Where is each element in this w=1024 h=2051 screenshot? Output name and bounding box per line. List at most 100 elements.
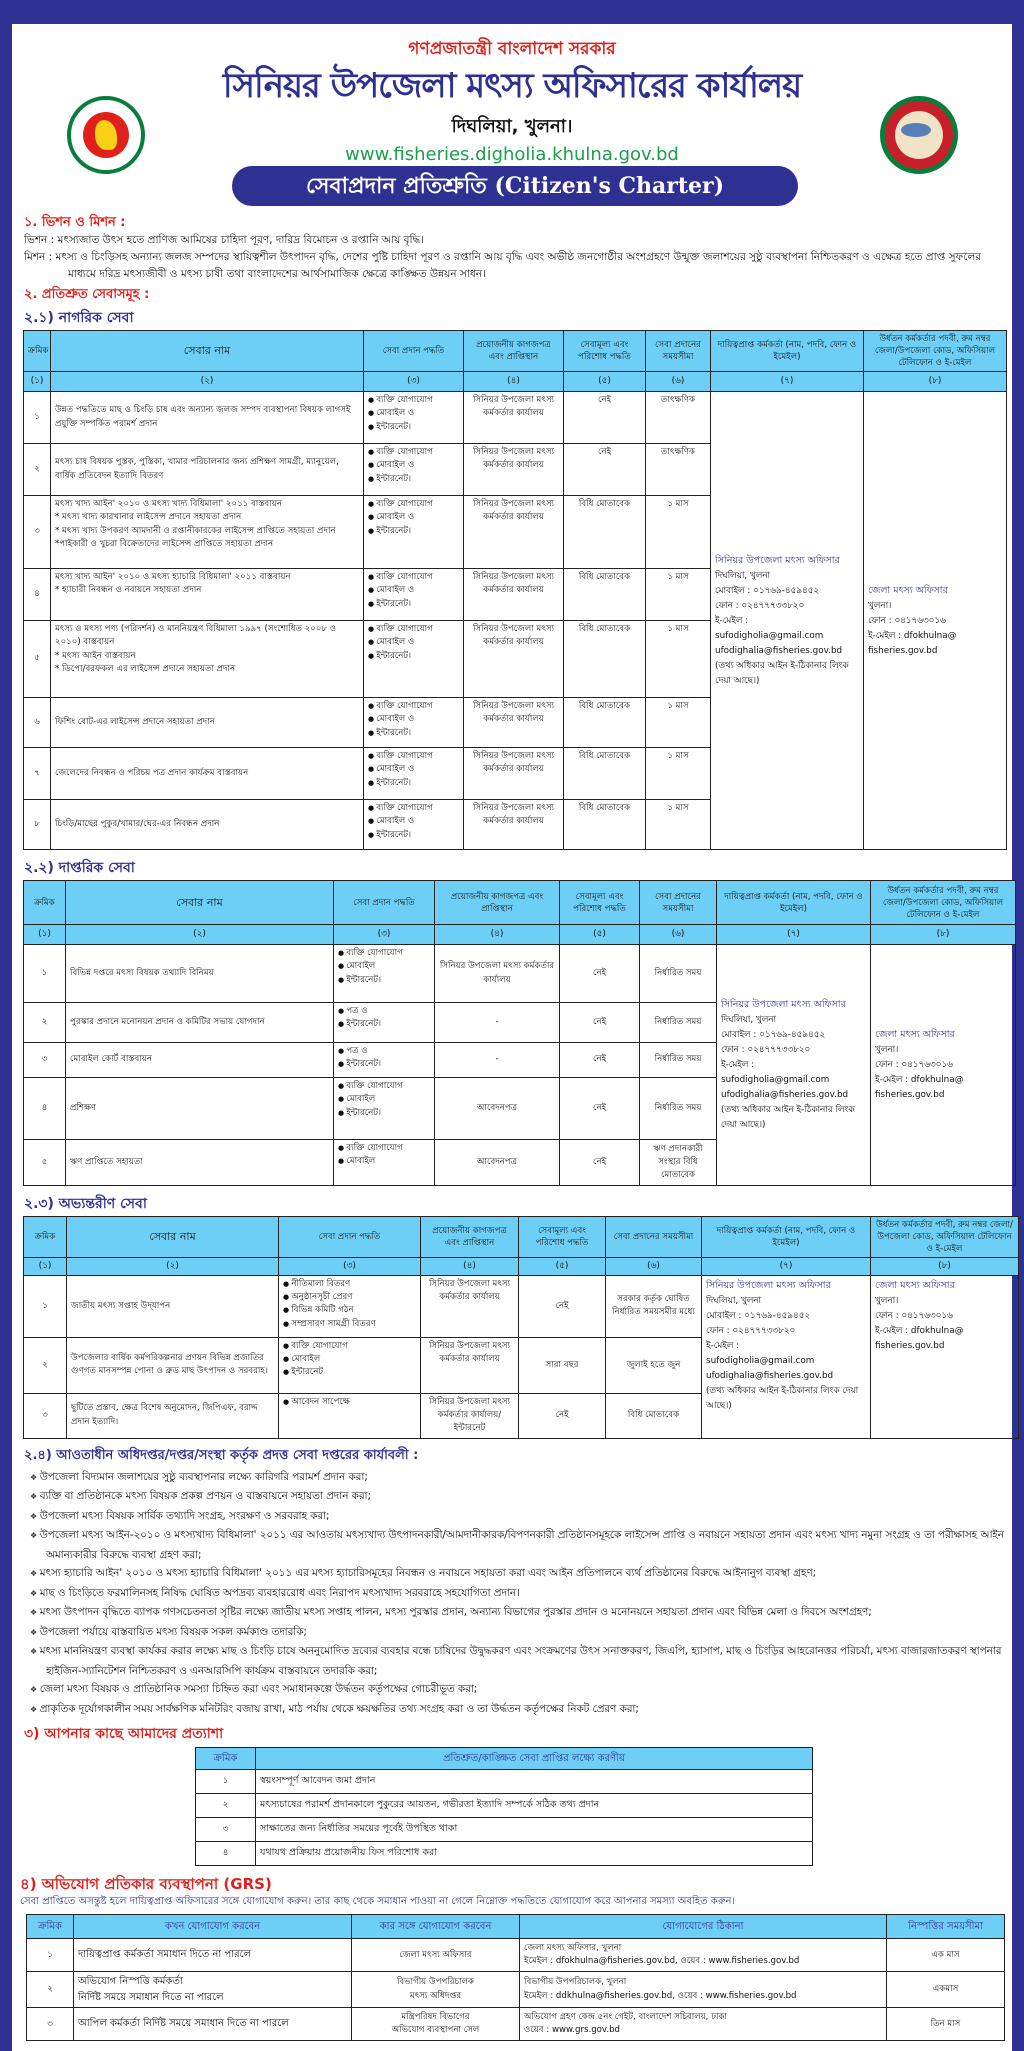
service-method-cell: নীতিমালা বিতরণঅনুষ্ঠানসূচী প্রেরণবিভিন্ন… — [278, 1274, 421, 1338]
row-number: ৪ — [195, 1841, 256, 1867]
column-header: নিস্পত্তির সময়সীমা — [886, 1914, 1005, 1940]
column-header: উর্ধতন কর্মকর্তার পদবী, রুম নম্বর জেলা/উ… — [863, 329, 1007, 373]
row-number: ১ — [23, 1274, 67, 1338]
expectation-text: স্বয়ংসম্পূর্ণ আবেদন জমা প্রদান — [255, 1769, 813, 1795]
service-method-cell: ব্যক্তি যোগাযোগমোবাইলইন্টারনেট — [278, 1336, 421, 1394]
service-name-cell: বিভিন্ন দপ্তরে মৎস্য বিষয়ক তথ্যাদি বিনি… — [65, 944, 334, 1004]
superior-contact-line: ফোন : ০৪১৭৬৩০১৬ — [875, 1310, 953, 1321]
whom-cell: মন্ত্রিপরিষদ বিভাগের অভিযোগ ব্যবস্থাপনা স… — [351, 2007, 520, 2042]
superior-officer-cell: জেলা মৎস্য অফিসার খুলনা। ফোন : ০৪১৭৬৩০১৬ ই-… — [863, 391, 1007, 851]
time-limit-cell: ঋণ প্রদানকারী সংস্থার বিধি মোতাবেক — [639, 1139, 717, 1187]
method-bullet: মোবাইল ও — [368, 815, 459, 828]
column-header: সেবা প্রদানের সময়সীমা — [645, 329, 711, 373]
fee-cell: নেই — [518, 1392, 606, 1439]
expectation-text: যথাযথ প্রক্রিয়ায় প্রয়োজনীয় ফিস পরিশো… — [255, 1841, 813, 1867]
whom-line: মন্ত্রিপরিষদ বিভাগের — [401, 2011, 470, 2022]
service-name-line: * ডিপো/বরফকল এর লাইসেন্স প্রদানে সহায়তা… — [55, 664, 236, 675]
officer-title: সিনিয়র উপজেলা মৎস্য অফিসার — [721, 999, 846, 1011]
column-number: (৭) — [716, 924, 871, 946]
function-item: উপজেলা পর্যায়ে বাস্তবায়িত মৎস্য বিষয়ক… — [30, 1623, 1005, 1643]
service-name-cell: মৎস্য খাদ্য আইন' ২০১০ ও মৎস্য হ্যাচারি ব… — [50, 568, 364, 622]
superior-contact-line: fisheries.gov.bd — [875, 1340, 945, 1351]
fee-cell: নেই — [559, 1002, 640, 1044]
row-number: ৪ — [23, 1077, 66, 1141]
documents-cell: সিনিয়র উপজেলা মৎস্য কর্মকর্তার কার্যালয… — [463, 747, 564, 801]
function-item: প্রাকৃতিক দূর্যোগকালীন সময় সার্বক্ষণিক … — [30, 1700, 1005, 1720]
documents-cell: সিনিয়র উপজেলা মৎস্য কর্মকর্তার কার্যালয… — [463, 495, 564, 570]
service-method-cell: আবেদন সাপেক্ষে — [278, 1392, 421, 1439]
time-limit-cell: নির্ধারিত সময় — [639, 1002, 717, 1044]
website-link[interactable]: www.fisheries.digholia.khulna.gov.bd — [345, 144, 679, 165]
service-name-cell: মোবাইল কোর্ট বাস্তবায়ন — [65, 1042, 334, 1079]
fee-cell: নেই — [559, 1077, 640, 1141]
department-of-fisheries-logo — [880, 96, 958, 174]
column-header: সেবার নাম — [66, 1216, 279, 1259]
officer-contact-line: দিঘলিয়া, খুলনা — [715, 570, 771, 581]
officer-contact-line: (তথ্য অধিকার আইন ই-ঠিকানার লিংক দেয়া আছ… — [721, 1105, 855, 1131]
method-bullet: পত্র ও — [338, 1005, 430, 1018]
time-limit-cell: বিধি মোতাবেক — [605, 1392, 702, 1439]
service-name-line: * মৎস্য খাদ্য উপকরণ আমদানী ও রপ্তানীকারক… — [55, 525, 336, 536]
service-table: ক্রমিক সেবার নাম সেবা প্রদান পদ্ধতি প্রয়োজ… — [23, 880, 1016, 1187]
service-method-cell: ব্যক্তি যোগাযোগমোবাইলইন্টারনেট। — [333, 944, 435, 1004]
method-bullet: মোবাইল ও — [368, 511, 459, 524]
fee-cell: বিধি মোতাবেক — [563, 568, 646, 622]
service-name-line: ছুটিতে প্রস্তাব, ক্ষেত্র বিশেষ অনুমোদন, … — [71, 1403, 258, 1427]
row-number: ৮ — [23, 799, 51, 851]
table-row: ১ স্বয়ংসম্পূর্ণ আবেদন জমা প্রদান — [195, 1769, 813, 1795]
function-item: জেলা মৎস্য বিষয়ক ও প্রাতিষ্ঠানিক সমস্যা… — [30, 1680, 1005, 1700]
documents-cell: সিনিয়র উপজেলা মৎস্য কর্মকর্তার কার্যালয… — [463, 568, 564, 622]
method-bullet: ইন্টারনেট। — [368, 777, 459, 790]
method-bullet: ব্যক্তি যোগাযোগ — [368, 394, 459, 407]
fee-cell: নেই — [563, 391, 646, 445]
whom-line: বিভাগীয় উপপরিচালক — [396, 1977, 475, 1988]
row-number: ৩ — [195, 1817, 256, 1843]
fee-cell: নেই — [563, 443, 646, 497]
column-number: (৪) — [434, 924, 560, 946]
officer-contact-line: (তথ্য অধিকার আইন ই-ঠিকানার লিংক দেয়া আছ… — [715, 660, 849, 686]
service-method-cell: ব্যক্তি যোগাযোগমোবাইলইন্টারনেট। — [333, 1077, 435, 1141]
address-line: ইমেইল : ddkhulna@fisheries.gov.bd, ওয়েব… — [524, 1990, 797, 2001]
table-row: ১ বিভিন্ন দপ্তরে মৎস্য বিষয়ক তথ্যাদি বিন… — [23, 944, 1016, 1187]
row-number: ৫ — [23, 620, 51, 699]
column-header: দায়িত্বপ্রাপ্ত কর্মকর্তা (নাম, পদবি, ফো… — [716, 880, 871, 926]
column-number: (৬) — [645, 371, 711, 393]
time-limit-cell: তাৎক্ষণিক — [645, 391, 711, 445]
time-limit-cell: নির্ধারিত সময় — [639, 1077, 717, 1141]
method-bullet: সম্প্রসারণ সামগ্রী বিতরণ — [283, 1318, 416, 1331]
service-name-line: মৎস্য খাদ্য আইন' ২০১০ ও মৎস্য হ্যাচারি ব… — [55, 572, 291, 583]
method-bullet: মোবাইল ও — [368, 584, 459, 597]
officer-contact-line: মোবাইল : ০১৭৬৯-৪৫৯৪৫২ — [715, 585, 820, 596]
time-limit-cell: ১ মাস — [645, 620, 711, 699]
resolution-time-cell: একমাস — [886, 1971, 1005, 2009]
column-header: প্রয়োজনীয় কাগজপত্র এবং প্রাপ্তিস্থান — [463, 329, 564, 373]
service-name-cell: মৎস্য চাষ বিষয়ক পুস্তক, পুস্তিকা, খামার… — [50, 443, 364, 497]
service-table: ক্রমিক সেবার নাম সেবা প্রদান পদ্ধতি প্রয়োজ… — [23, 329, 1007, 851]
method-bullet: ইন্টারনেট। — [368, 829, 459, 842]
superior-contact-line: ফোন : ০৪১৭৬৩০১৬ — [875, 1060, 953, 1071]
column-number: (৪) — [463, 371, 564, 393]
row-number: ১ — [23, 391, 51, 445]
superior-contact-line: খুলনা। — [875, 1295, 899, 1306]
column-header: সেবা প্রদান পদ্ধতি — [333, 880, 435, 926]
service-method-cell: ব্যক্তি যোগাযোগমোবাইল — [333, 1139, 435, 1187]
column-header: যোগাযোগের ঠিকানা — [519, 1914, 887, 1940]
documents-cell: সিনিয়র উপজেলা মৎস্য কর্মকর্তার কার্যালয… — [420, 1336, 519, 1394]
column-number: (৮) — [863, 371, 1007, 393]
when-cell: দায়িত্বপ্রাপ্ত কর্মকর্তা সমাধান দিতে না… — [73, 1938, 352, 1973]
table-row: ৩ মোবাইল কোর্ট বাস্তবায়ন পত্র ওইন্টারনেট।… — [23, 1042, 1016, 1079]
service-name-line: মৎস্য খাদ্য আইন' ২০১০ ও মৎস্য খাদ্য বিধি… — [55, 499, 282, 510]
officer-contact-line: sufodigholia@gmail.com — [721, 1075, 830, 1086]
officer-contact-line: (তথ্য অধিকার আইন ই-ঠিকানার লিংক দেয়া আছ… — [706, 1385, 859, 1411]
method-bullet: ব্যক্তি যোগাযোগ — [338, 947, 430, 960]
fee-cell: নেই — [518, 1274, 606, 1338]
method-bullet: ইন্টারনেট। — [368, 525, 459, 538]
superior-contact-line: ই-মেইল : dfokhulna@ — [875, 1325, 964, 1336]
section-expectations-heading: ৩) আপনার কাছে আমাদের প্রত্যাশা — [24, 1726, 224, 1743]
superior-contact-line: খুলনা। — [868, 600, 892, 611]
resolution-time-cell: তিন মাস — [886, 2007, 1005, 2042]
service-name-line: বিভিন্ন দপ্তরে মৎস্য বিষয়ক তথ্যাদি বিনি… — [70, 967, 214, 978]
column-number: (৩) — [333, 924, 435, 946]
officer-contact-line: ফোন : ০২৪৭৭৭৩৩৮২০ — [715, 600, 805, 611]
method-bullet: মোবাইল — [338, 1093, 430, 1106]
